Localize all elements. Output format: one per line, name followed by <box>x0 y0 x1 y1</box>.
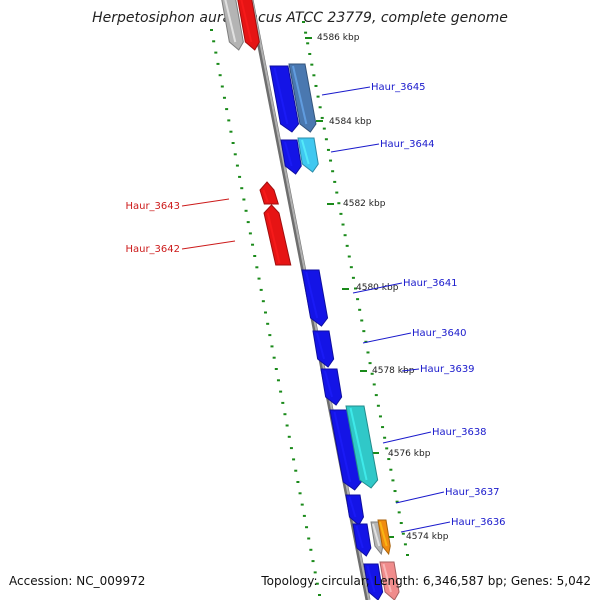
gene-leader-line <box>181 240 236 250</box>
gene-block-haur-3639 <box>320 368 343 406</box>
gene-label: Haur_3641 <box>403 278 458 289</box>
gene-block-top-red <box>237 0 260 51</box>
gene-label: Haur_3645 <box>371 82 426 93</box>
gene-leader-line <box>400 521 451 533</box>
gene-label: Haur_3638 <box>432 427 487 438</box>
gene-block-haur-3641-shade <box>305 271 319 319</box>
gene-block-haur-3643-shade <box>262 189 269 203</box>
gene-block-bottom-shade <box>366 565 376 593</box>
gene-block-haur-3645-shade <box>273 67 289 125</box>
gene-block-bottom-pink-shade <box>382 563 392 593</box>
accession-text: Accession: NC_009972 <box>9 574 146 588</box>
kbp-label: 4576 kbp <box>388 449 431 459</box>
kbp-label: 4578 kbp <box>372 366 415 376</box>
gene-leader-line <box>362 332 412 344</box>
gene-block-haur-3636-shade <box>355 525 364 549</box>
gene-block-haur-3638-b-shade <box>349 407 368 481</box>
gene-block-haur-3642 <box>263 204 292 266</box>
gene-label: Haur_3639 <box>420 364 475 375</box>
gene-block-haur-3644-shade <box>284 141 293 167</box>
kbp-label: 4574 kbp <box>406 532 449 542</box>
gene-label: Haur_3637 <box>445 487 500 498</box>
gene-block-haur-3639-shade <box>324 370 334 398</box>
gene-leader-line <box>181 198 230 207</box>
gene-block-top-grey <box>221 0 244 51</box>
genome-title: Herpetosiphon aurantiacus ATCC 23779, co… <box>92 10 508 26</box>
gene-block-haur-3640 <box>312 330 335 368</box>
gene-block-haur-3642-shade <box>266 212 281 264</box>
kbp-label: 4582 kbp <box>343 199 386 209</box>
gene-label: Haur_3643 <box>125 201 180 212</box>
kbp-label: 4586 kbp <box>317 33 360 43</box>
gene-block-haur-3643 <box>259 181 279 205</box>
kbp-label: 4584 kbp <box>329 117 372 127</box>
gene-block-orange-shade <box>379 521 388 547</box>
gene-leader-line <box>330 143 380 153</box>
gene-block-haur-3640-shade <box>316 332 326 360</box>
gene-leader-line <box>321 86 371 96</box>
gene-block-haur-3637 <box>345 494 365 526</box>
gene-label: Haur_3644 <box>380 139 435 150</box>
gene-block-haur-3636 <box>352 523 372 557</box>
gene-label: Haur_3636 <box>451 517 506 528</box>
gene-leader-line <box>401 368 420 372</box>
gene-leader-line <box>395 491 445 504</box>
genome-summary-text: Topology: circular; Length: 6,346,587 bp… <box>261 574 591 588</box>
gene-block-haur-3637-shade <box>348 496 357 518</box>
gene-block-haur-3641 <box>301 269 329 327</box>
gene-block-top-grey-shade <box>224 0 237 43</box>
gene-block-haur-3638-shade <box>333 411 352 483</box>
gene-block-haur-3644-b-shade <box>301 139 310 165</box>
gene-leader-line <box>382 431 432 444</box>
gene-block-top-red-shade <box>240 0 253 43</box>
gene-block-grey-shade <box>372 523 381 547</box>
gene-label: Haur_3640 <box>412 328 467 339</box>
gene-label: Haur_3642 <box>125 244 180 255</box>
gene-leader-line <box>352 282 403 294</box>
gene-block-haur-3645-b-shade <box>292 65 308 125</box>
